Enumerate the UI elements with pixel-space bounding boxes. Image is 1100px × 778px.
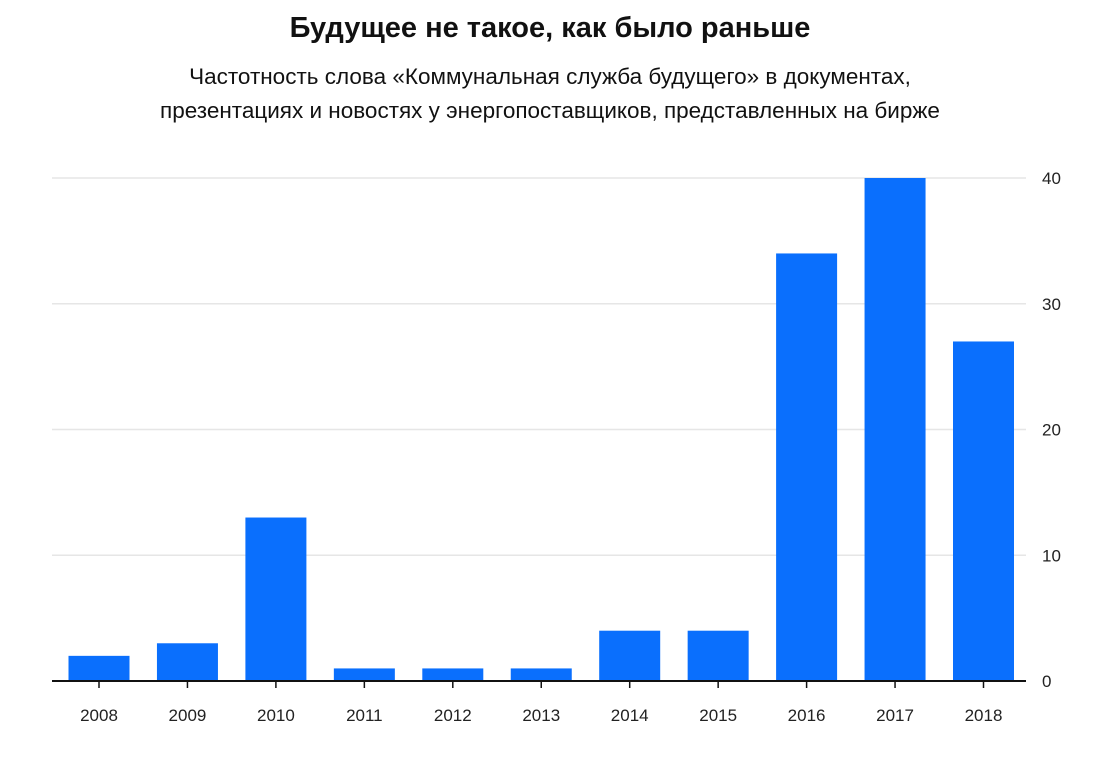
bar-2009 — [156, 643, 218, 681]
bar-2014 — [599, 630, 661, 681]
x-tick-label-2014: 2014 — [611, 706, 649, 725]
y-tick-label-30: 30 — [1042, 295, 1061, 314]
y-tick-label-40: 40 — [1042, 169, 1061, 188]
x-tick-label-2012: 2012 — [434, 706, 472, 725]
x-tick-label-2010: 2010 — [257, 706, 295, 725]
bar-2008 — [68, 655, 130, 681]
tick-labels: 0 10 20 30 40 2008 2009 2010 2011 2012 2013 2014 201… — [80, 169, 1061, 725]
x-tick-label-2009: 2009 — [169, 706, 207, 725]
chart-subtitle-line-1: Частотность слова «Коммунальная служба б… — [189, 64, 911, 89]
bar-2013 — [510, 668, 572, 681]
bar-2011 — [333, 668, 395, 681]
y-tick-label-20: 20 — [1042, 421, 1061, 440]
chart-subtitle-line-2: презентациях и новостях у энергопоставщи… — [160, 98, 940, 123]
y-tick-label-0: 0 — [1042, 672, 1051, 691]
x-tick-label-2017: 2017 — [876, 706, 914, 725]
bar-2016 — [776, 253, 838, 681]
x-tick-label-2018: 2018 — [965, 706, 1003, 725]
axes — [52, 680, 1026, 688]
chart-title: Будущее не такое, как было раньше — [289, 12, 811, 44]
bars — [68, 178, 1014, 681]
x-tick-label-2011: 2011 — [346, 706, 383, 725]
y-tick-label-10: 10 — [1042, 546, 1061, 565]
bar-2010 — [245, 517, 307, 681]
chart-subtitle: Частотность слова «Коммунальная служба б… — [0, 60, 1100, 128]
x-tick-label-2016: 2016 — [788, 706, 826, 725]
x-tick-label-2013: 2013 — [522, 706, 560, 725]
bar-2018 — [953, 341, 1014, 681]
gridlines — [52, 177, 1026, 556]
bar-2015 — [687, 630, 749, 681]
x-tick-label-2015: 2015 — [699, 706, 737, 725]
bar-2012 — [422, 668, 484, 681]
x-tick-label-2008: 2008 — [80, 706, 118, 725]
bar-2017 — [864, 178, 926, 681]
